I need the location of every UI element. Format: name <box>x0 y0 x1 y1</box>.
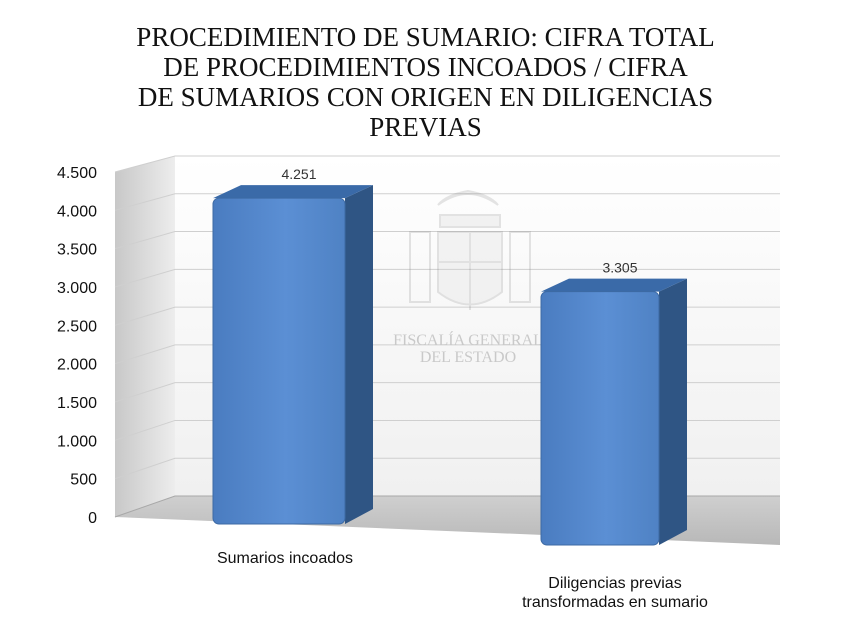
title-line-2: DE PROCEDIMIENTOS INCOADOS / CIFRA <box>163 52 688 82</box>
title-line-3: DE SUMARIOS CON ORIGEN EN DILIGENCIAS <box>137 82 714 112</box>
ytick-label: 4.500 <box>57 165 97 182</box>
gridline <box>114 193 780 211</box>
ytick-label: 1.500 <box>57 395 97 412</box>
bar-front <box>540 291 660 546</box>
ytick-label: 1.000 <box>57 433 97 450</box>
x-category-line: transformadas en sumario <box>522 594 708 611</box>
watermark-line-2: DEL ESTADO <box>420 349 516 366</box>
side-wall <box>115 156 175 517</box>
bar <box>540 278 687 546</box>
watermark-line-1: FISCALÍA GENERAL <box>393 330 543 349</box>
x-category-line: Diligencias previas <box>548 575 682 592</box>
x-category-label: Diligencias previas transformadas en sum… <box>470 574 760 612</box>
data-label: 3.305 <box>602 260 637 276</box>
ytick-label: 4.000 <box>57 203 97 220</box>
bar-front <box>212 197 346 525</box>
watermark-emblem <box>409 189 531 310</box>
ytick-label: 3.000 <box>57 280 97 297</box>
ytick-label: 0 <box>88 510 97 527</box>
x-category-line: Sumarios incoados <box>216 550 354 567</box>
gridline <box>114 155 780 173</box>
bar-side <box>345 185 373 524</box>
x-category-label: Sumarios incoados <box>180 549 390 568</box>
bar-side <box>659 278 687 545</box>
bar-top <box>213 185 373 199</box>
gridline <box>114 231 780 250</box>
title-line-1: PROCEDIMIENTO DE SUMARIO: CIFRA TOTAL <box>136 22 715 52</box>
ytick-label: 2.000 <box>57 357 97 374</box>
chart-title: PROCEDIMIENTO DE SUMARIO: CIFRA TOTAL DE… <box>0 22 851 142</box>
bars <box>212 185 687 546</box>
y-axis: 0 500 1.000 1.500 2.000 2.500 3.000 3.50… <box>57 165 97 527</box>
bar <box>212 185 373 525</box>
ytick-label: 2.500 <box>57 318 97 335</box>
ytick-label: 3.500 <box>57 242 97 259</box>
ytick-label: 500 <box>70 472 97 489</box>
gridline <box>114 268 780 288</box>
data-label: 4.251 <box>281 166 316 182</box>
title-line-4: PREVIAS <box>369 112 482 142</box>
gridlines <box>114 155 780 518</box>
bar-top <box>541 278 687 292</box>
